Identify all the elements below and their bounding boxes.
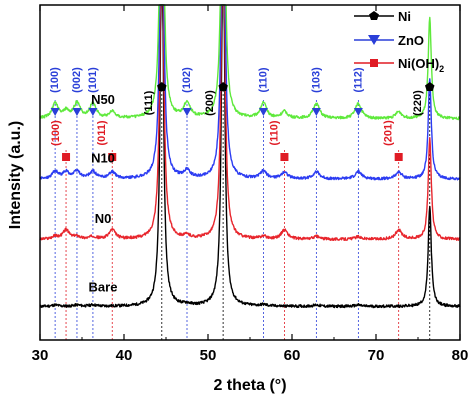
zno-002-triangle-marker: [72, 108, 82, 116]
zno-100-hkl-label: (100): [49, 67, 61, 93]
series-n50-line: [39, 4, 461, 121]
zno-101-hkl-label: (101): [87, 67, 99, 93]
nioh-201-hkl-label: (201): [383, 120, 395, 146]
ni-220-hkl-label: (220): [412, 90, 424, 116]
legend-ni-label: Ni: [398, 9, 411, 24]
zno-110-hkl-label: (110): [257, 67, 269, 92]
nioh-110-hkl-label: (110): [268, 120, 280, 145]
ni-200-pentagon-marker: [218, 82, 228, 91]
peak-markers: (100) (002) (101) (102) (110) (103) (112) (100)…: [49, 67, 435, 161]
x-axis-ticks: 30 40 50 60 70 80: [32, 5, 469, 364]
zno-112-hkl-label: (112): [352, 67, 364, 92]
legend-nioh-square-icon: [370, 59, 378, 67]
nioh-011-square-marker: [108, 153, 117, 161]
zno-112-triangle-marker: [353, 108, 363, 116]
x-tick-label: 40: [116, 347, 133, 364]
nioh-100-square-marker: [62, 153, 71, 161]
curve-label-n50: N50: [91, 92, 115, 107]
zno-102-hkl-label: (102): [181, 67, 193, 93]
legend: Ni ZnO Ni(OH)2: [354, 9, 444, 74]
legend-zno-triangle-icon: [368, 35, 380, 45]
ni-200-hkl-label: (200): [204, 90, 216, 116]
curve-label-n10: N10: [91, 150, 115, 165]
nioh-110-square-marker: [280, 153, 289, 161]
legend-ni-pentagon-icon: [369, 11, 379, 20]
nioh-201-square-marker: [394, 153, 403, 161]
x-tick-label: 50: [200, 347, 217, 364]
nioh-011-hkl-label: (011): [96, 120, 108, 145]
legend-zno-label: ZnO: [398, 33, 424, 48]
zno-103-hkl-label: (103): [310, 67, 322, 93]
x-tick-label: 30: [32, 347, 49, 364]
curve-label-bare: Bare: [89, 279, 118, 294]
ni-111-pentagon-marker: [157, 82, 167, 91]
curve-label-n0: N0: [95, 211, 112, 226]
zno-110-triangle-marker: [258, 108, 268, 116]
x-tick-label: 70: [368, 347, 385, 364]
y-axis-title: Intensity (a.u.): [7, 121, 24, 229]
zno-100-triangle-marker: [50, 108, 60, 116]
ni-111-hkl-label: (111): [143, 90, 155, 115]
curve-labels: Bare N0 N10 N50: [89, 92, 118, 295]
nioh-100-hkl-label: (100): [50, 120, 62, 146]
x-tick-label: 60: [284, 347, 301, 364]
zno-102-triangle-marker: [182, 108, 192, 116]
legend-nioh-label: Ni(OH)2: [398, 56, 444, 74]
series-n0-line: [39, 4, 461, 242]
x-tick-label: 80: [452, 347, 469, 364]
series-n10-line: [39, 4, 461, 181]
zno-103-triangle-marker: [311, 108, 321, 116]
reference-lines: [54, 90, 431, 340]
diffraction-curves: [39, 4, 461, 309]
ni-220-pentagon-marker: [425, 82, 435, 91]
zno-002-hkl-label: (002): [71, 67, 83, 93]
legend-nioh-formula: Ni(OH): [398, 56, 439, 71]
zno-101-triangle-marker: [88, 108, 98, 116]
legend-nioh-subscript: 2: [439, 64, 444, 74]
x-axis-title: 2 theta (°): [213, 377, 286, 394]
series-bare-line: [39, 4, 461, 309]
